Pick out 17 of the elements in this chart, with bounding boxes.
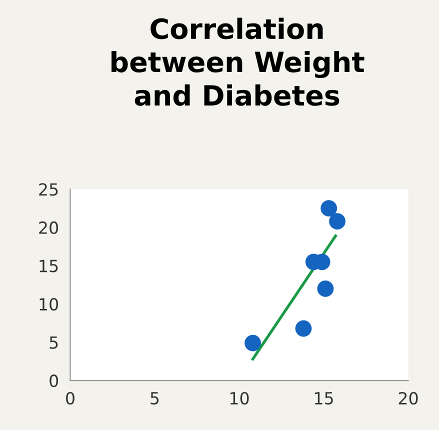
- y-tick-label: 10: [40, 298, 58, 311]
- x-tick-label: 10: [230, 392, 249, 405]
- point: [317, 280, 334, 297]
- y-tick-label: 0: [50, 374, 58, 388]
- x-tick-label: 0: [66, 392, 74, 405]
- y-tick-label: 25: [39, 183, 58, 196]
- x-tick-label: 5: [150, 392, 159, 405]
- x-tick-label: 15: [314, 392, 333, 405]
- point: [320, 200, 338, 217]
- point: [295, 320, 312, 337]
- y-tick-label: 20: [39, 221, 58, 234]
- point: [329, 213, 346, 230]
- x-tick-label: 20: [398, 392, 418, 405]
- y-tick-label: 5: [50, 336, 58, 349]
- point: [244, 334, 261, 352]
- chart-title: Correlation between Weight and Diabetes: [112, 18, 364, 106]
- y-tick-label: 15: [40, 260, 58, 272]
